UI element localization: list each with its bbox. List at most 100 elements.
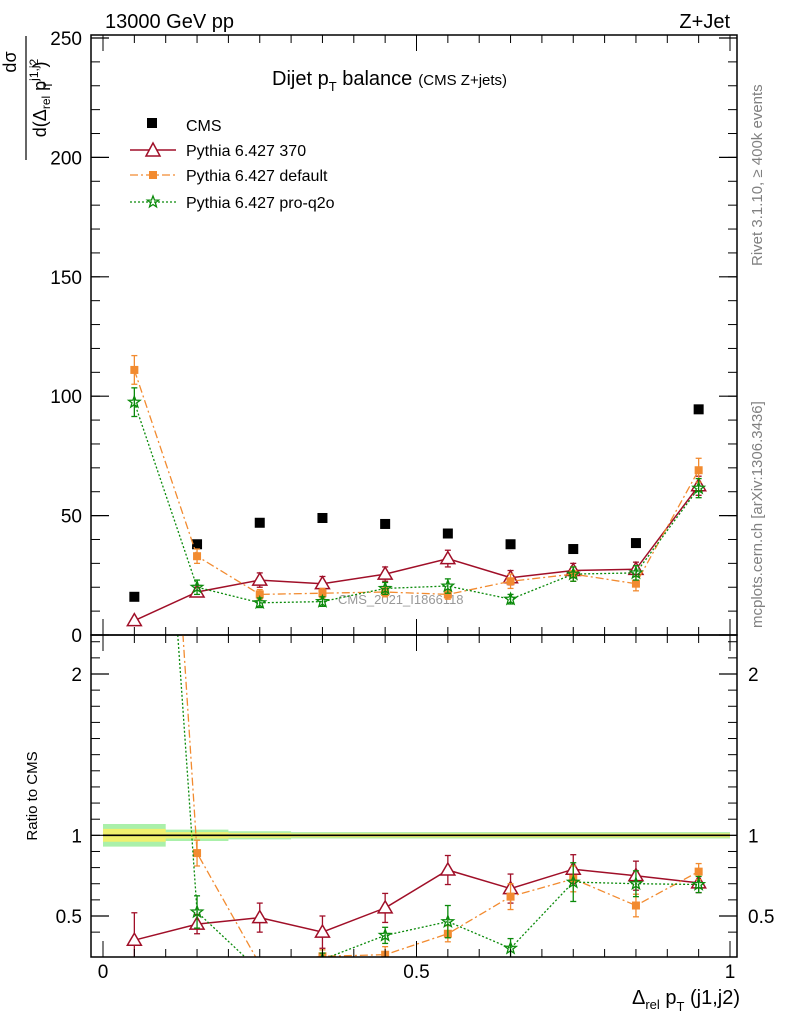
main-ylabel-numerator: dσ <box>0 51 20 72</box>
ratio-point-pq2o <box>440 913 456 929</box>
legend-marker-cms <box>147 118 157 128</box>
main-point-pq2o <box>691 480 707 495</box>
ratio-point-pq2o <box>628 875 644 891</box>
legend-marker-pythia-370 <box>144 141 162 157</box>
ratio-point-p370 <box>251 909 269 924</box>
main-point-pdefault <box>130 365 139 374</box>
main-point-cms <box>505 539 516 550</box>
main-point-pq2o <box>440 578 456 593</box>
main-point-pq2o <box>252 594 268 610</box>
ratio-point-pq2o <box>691 876 707 891</box>
legend-entry-pythia-default: Pythia 6.427 default <box>130 168 328 185</box>
x-axis-label: Δrel pT (j1,j2) <box>632 987 740 1014</box>
main-point-cms <box>129 591 140 602</box>
main-point-pdefault <box>694 466 703 475</box>
ratio-reference-band <box>103 824 730 847</box>
ratio-point-pq2o <box>189 904 205 919</box>
main-title: Dijet pT balance (CMS Z+jets) <box>272 68 507 94</box>
main-line-pq2o <box>133 401 700 604</box>
ratio-point-pdefault <box>506 892 515 901</box>
main-point-cms <box>192 539 203 550</box>
ratio-axes: 0.5 0.5 1 1 2 2 0 0.5 1 <box>56 634 774 983</box>
main-point-pdefault <box>506 577 515 586</box>
main-ylabel-denominator: d(Δrel pj1,j2T) <box>27 58 55 137</box>
ratio-point-pq2o <box>377 927 393 942</box>
ratio-point-pq2o <box>565 874 581 889</box>
ratio-ytick-label-right: 1 <box>748 826 759 847</box>
main-point-p370 <box>126 612 143 627</box>
main-ytick-label: 50 <box>61 507 82 528</box>
main-point-pq2o <box>503 591 519 606</box>
main-point-pq2o <box>628 564 644 580</box>
legend: CMS Pythia 6.427 370 Pythia 6.427 defaul… <box>130 118 335 212</box>
ratio-point-pq2o <box>254 965 266 976</box>
legend-entry-pythia-370: Pythia 6.427 370 <box>130 141 306 160</box>
legend-label-cms: CMS <box>186 118 222 135</box>
main-point-pdefault <box>631 579 640 588</box>
main-ytick-label: 250 <box>50 29 82 50</box>
mcplots-source-label: mcplots.cern.ch [arXiv:1306.3436] <box>749 401 766 628</box>
main-series-pq2o <box>126 387 707 610</box>
legend-marker-pythia-default <box>149 171 157 179</box>
main-ytick-label: 200 <box>50 148 82 169</box>
x-tick-label: 0 <box>98 962 109 983</box>
legend-label-pythia-370: Pythia 6.427 370 <box>186 143 306 160</box>
main-series <box>126 354 707 627</box>
main-series-cms <box>129 404 704 602</box>
rivet-version-label: Rivet 3.1.10, ≥ 400k events <box>749 84 766 266</box>
legend-label-pythia-default: Pythia 6.427 default <box>186 168 328 185</box>
main-point-cms <box>317 512 328 523</box>
main-line-pdefault <box>133 369 700 596</box>
ratio-frame <box>90 634 738 958</box>
ratio-series <box>126 635 707 976</box>
main-point-pdefault <box>443 590 452 599</box>
ratio-point-p370 <box>314 923 331 938</box>
main-point-pdefault <box>318 589 327 598</box>
analysis-watermark: CMS_2021_I1866118 <box>338 592 464 607</box>
ratio-point-p370 <box>126 931 143 946</box>
legend-label-pythia-pro-q2o: Pythia 6.427 pro-q2o <box>186 195 335 212</box>
main-point-pq2o <box>189 579 205 594</box>
main-point-pq2o <box>377 580 393 595</box>
main-series-pdefault <box>130 354 703 600</box>
legend-marker-pythia-pro-q2o <box>145 194 161 209</box>
ratio-point-pdefault <box>631 901 640 910</box>
main-point-p370 <box>376 565 394 580</box>
ratio-line-pdefault <box>182 635 699 957</box>
legend-entry-pythia-pro-q2o: Pythia 6.427 pro-q2o <box>130 194 335 212</box>
ratio-point-pdefault <box>256 960 264 968</box>
main-point-pdefault <box>255 590 264 599</box>
ratio-point-p370 <box>439 861 457 876</box>
main-point-p370 <box>439 550 457 565</box>
ratio-ylabel: Ratio to CMS <box>24 751 41 840</box>
x-tick-label: 1 <box>725 962 736 983</box>
ratio-point-p370 <box>376 899 394 914</box>
ratio-line-pq2o <box>177 635 699 957</box>
ratio-point-pdefault <box>694 867 703 876</box>
main-ytick-label: 0 <box>71 626 82 647</box>
main-ytick-label: 100 <box>50 387 82 408</box>
legend-entry-cms: CMS <box>147 118 222 135</box>
ratio-line-p370 <box>134 868 699 941</box>
ratio-ytick-label-right: 0.5 <box>748 907 774 928</box>
ratio-ytick-label-left: 2 <box>71 665 82 686</box>
main-ylabel: dσ d(Δrel pj1,j2T) <box>0 36 55 160</box>
x-tick-label: 0.5 <box>403 962 429 983</box>
main-point-cms <box>442 528 453 539</box>
main-point-cms <box>568 544 579 555</box>
ratio-series-pq2o <box>177 635 707 976</box>
main-point-pq2o <box>126 394 142 409</box>
header-energy: 13000 GeV pp <box>105 11 234 33</box>
main-point-cms <box>254 517 265 528</box>
main-point-cms <box>630 538 641 549</box>
main-point-cms <box>380 518 391 529</box>
ratio-ytick-label-left: 0.5 <box>56 907 82 928</box>
main-point-pq2o <box>565 566 581 581</box>
header-process: Z+Jet <box>679 11 730 33</box>
main-point-cms <box>693 404 704 415</box>
main-point-pq2o <box>314 593 331 608</box>
main-axes: 0 50 100 150 200 250 <box>50 29 738 647</box>
main-point-pdefault <box>193 552 202 561</box>
ratio-point-pdefault <box>193 849 202 858</box>
